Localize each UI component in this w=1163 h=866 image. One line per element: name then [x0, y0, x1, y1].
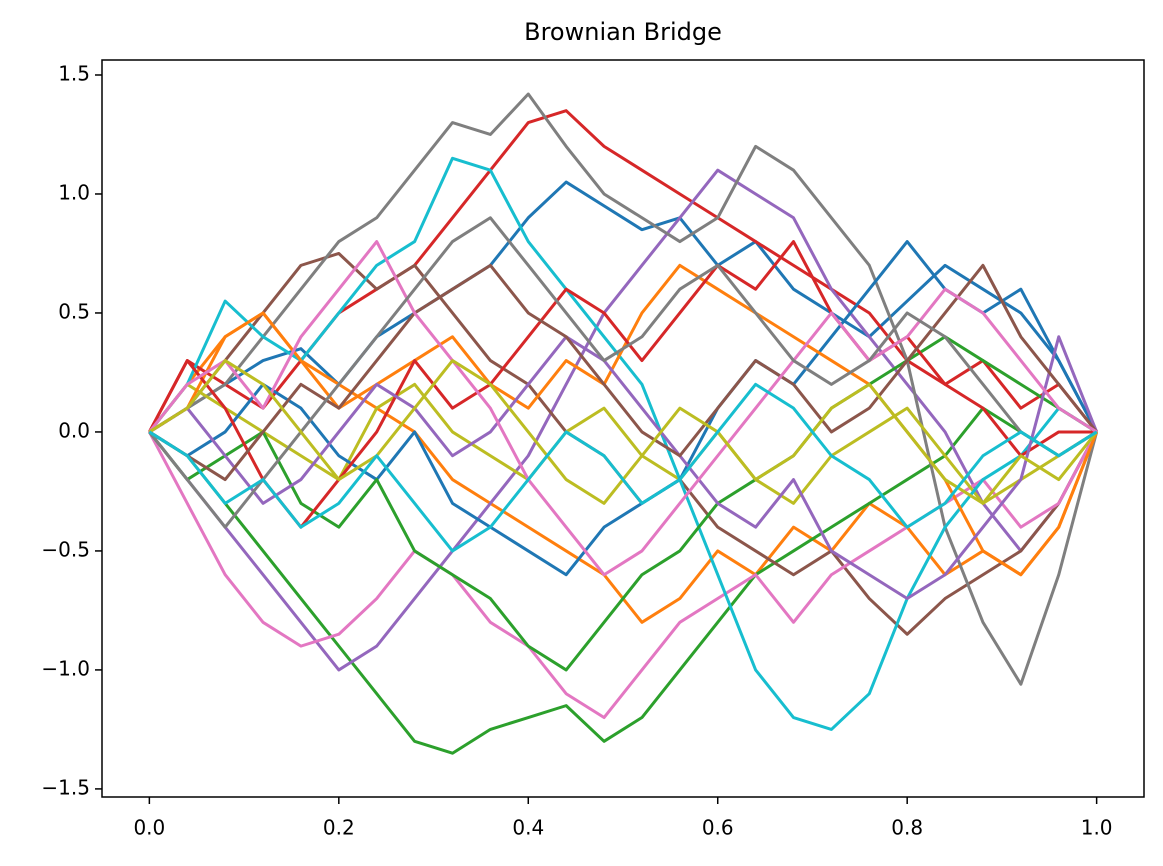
series-line [148, 406, 1098, 755]
series-line [148, 382, 1098, 505]
chart-title: Brownian Bridge [524, 18, 722, 46]
y-tick-label: 0.5 [58, 299, 90, 323]
series-line [148, 216, 1098, 529]
series-line [148, 335, 1099, 601]
series-line [148, 335, 1098, 672]
x-tick-label: 0.2 [323, 816, 355, 840]
series-line [148, 168, 1098, 672]
series-line [148, 382, 1098, 553]
series-line [148, 240, 1098, 577]
plot-area [148, 92, 1099, 755]
x-tick-label: 1.0 [1081, 816, 1113, 840]
x-tick-label: 0.8 [891, 816, 923, 840]
series-line [148, 263, 1098, 482]
series-line [148, 240, 1097, 529]
axes-frame [101, 59, 1145, 798]
y-tick-label: 0.0 [58, 418, 90, 442]
y-tick-label: 1.0 [58, 180, 90, 204]
x-tick-label: 0.4 [512, 816, 544, 840]
series-line [148, 92, 1099, 686]
series-line [148, 240, 1098, 577]
y-tick-label: −0.5 [41, 537, 90, 561]
y-tick-label: −1.0 [41, 656, 90, 680]
x-tick-label: 0.0 [133, 816, 165, 840]
series-line [148, 431, 1098, 720]
series-line [148, 156, 1098, 731]
y-tick-label: −1.5 [41, 775, 90, 799]
x-tick-label: 0.6 [702, 816, 734, 840]
y-tick-label: 1.5 [58, 61, 90, 85]
